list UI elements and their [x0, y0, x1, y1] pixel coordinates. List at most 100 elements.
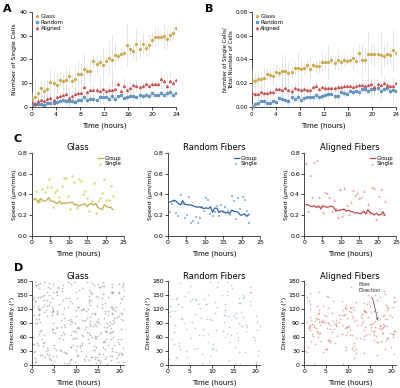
Point [254, 319, 260, 325]
Point [91, 321, 98, 327]
Point [58, 288, 65, 294]
Point [37, 319, 44, 325]
Point [308, 321, 315, 327]
Single [205, 197, 212, 203]
Single [41, 189, 48, 195]
Point [31, 312, 38, 318]
Point [116, 350, 122, 356]
Point [34, 320, 40, 326]
Point [315, 334, 321, 340]
Group [338, 208, 342, 213]
Point [344, 324, 351, 331]
Point [118, 316, 124, 322]
Point [53, 326, 59, 332]
Point [231, 313, 237, 319]
Point [238, 309, 245, 315]
Point [327, 326, 333, 332]
Point [119, 311, 126, 317]
Group [40, 197, 45, 202]
Legend: Glass, Random, Aligned: Glass, Random, Aligned [254, 14, 284, 31]
Point [109, 328, 115, 334]
Point [78, 342, 85, 348]
Point [212, 327, 219, 333]
Group [230, 208, 234, 213]
Title: Random Fibers: Random Fibers [183, 143, 245, 152]
Single [199, 203, 205, 210]
Point [83, 279, 90, 285]
Point [92, 293, 99, 300]
Single [177, 192, 184, 198]
Point [187, 283, 193, 289]
Point [105, 308, 112, 314]
Point [205, 331, 212, 337]
Group [108, 205, 113, 210]
Y-axis label: Number of Single Cells: Number of Single Cells [12, 24, 17, 95]
Point [79, 285, 86, 291]
Point [189, 296, 196, 303]
Single [382, 198, 388, 204]
Point [36, 306, 42, 312]
Y-axis label: Speed (μm/min): Speed (μm/min) [284, 169, 289, 220]
Group [104, 204, 109, 209]
Group [89, 201, 94, 206]
Point [350, 307, 357, 314]
Point [237, 300, 244, 306]
Point [111, 342, 117, 348]
Point [63, 295, 70, 301]
Point [352, 335, 359, 341]
Group [34, 196, 38, 201]
Point [306, 325, 312, 331]
Point [323, 313, 329, 319]
Single [311, 159, 318, 165]
Point [36, 306, 43, 312]
Point [66, 294, 72, 301]
Single [242, 197, 248, 203]
Point [320, 317, 326, 324]
Y-axis label: Directionality (°): Directionality (°) [282, 297, 287, 349]
Point [359, 311, 366, 317]
Point [32, 298, 38, 304]
Point [38, 327, 45, 333]
Point [342, 305, 349, 311]
Point [32, 359, 38, 365]
Point [36, 312, 42, 318]
Point [340, 360, 346, 367]
Group [170, 199, 174, 204]
Point [106, 353, 113, 359]
Group [238, 213, 243, 218]
Point [326, 340, 333, 346]
Point [316, 310, 322, 316]
Single [222, 204, 229, 211]
Single [56, 194, 63, 200]
Point [41, 339, 47, 345]
Line: Group: Group [170, 200, 249, 217]
Point [65, 317, 72, 323]
Point [44, 345, 50, 352]
Point [311, 361, 318, 367]
Point [60, 336, 66, 343]
Point [60, 329, 66, 335]
Single [78, 177, 84, 184]
Point [332, 340, 338, 346]
Point [184, 354, 190, 360]
Point [179, 315, 185, 322]
Point [83, 324, 90, 331]
Title: Glass: Glass [66, 272, 89, 281]
Point [78, 332, 85, 338]
Point [368, 327, 374, 333]
Point [172, 322, 178, 328]
Point [173, 354, 179, 360]
Point [194, 345, 200, 351]
Point [348, 284, 354, 290]
Point [339, 312, 345, 318]
Point [116, 290, 122, 296]
Single [58, 182, 65, 189]
Point [44, 351, 50, 357]
Point [349, 347, 356, 353]
Point [378, 338, 384, 345]
Point [108, 281, 115, 288]
Group [66, 200, 70, 205]
Point [49, 353, 56, 359]
Group [200, 206, 204, 210]
Point [102, 307, 108, 314]
